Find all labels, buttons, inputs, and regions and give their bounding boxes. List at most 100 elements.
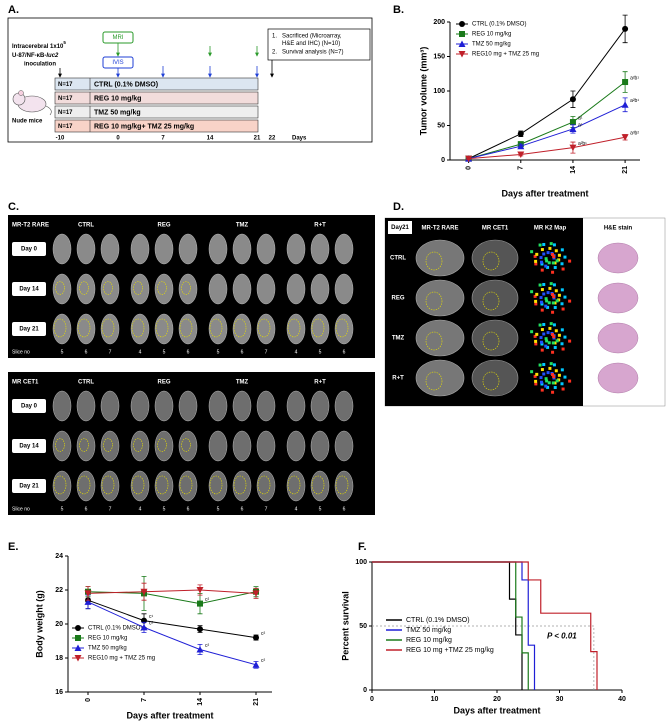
brain-image [178, 273, 198, 305]
x-tick-label: 7 [141, 698, 148, 702]
brain-image [310, 390, 330, 422]
endpoint-box [267, 28, 371, 61]
text: Intracerebral 1x10 [12, 44, 64, 50]
brain-image [232, 273, 252, 305]
k2-speckle [555, 339, 559, 343]
k2-speckle [555, 259, 559, 263]
slice-number: 5 [217, 349, 220, 355]
inoculation-text: inoculation [24, 62, 56, 68]
brain-image [286, 390, 306, 422]
x-tick-label: 0 [370, 696, 374, 703]
point-label: c¹ [149, 614, 154, 620]
brain-image [208, 233, 228, 265]
cet1-image [471, 239, 519, 277]
marker [465, 155, 473, 163]
chart: 0 50 100 0 10 20 30 40 Percent survival Days afte… [340, 559, 626, 716]
brain-image [232, 233, 252, 265]
slice-number: 5 [61, 506, 64, 512]
he-stain [597, 242, 639, 274]
endpoint-text: H&E and IHC) (N=10) [282, 41, 340, 47]
tumor-outline [155, 318, 169, 338]
legend-label: REG 10 mg/kg [88, 636, 127, 642]
k2-speckle [560, 328, 564, 332]
legend-label: REG 10 mg +TMZ 25 mg/kg [406, 647, 494, 654]
brain-image [154, 273, 174, 305]
brain-image [208, 470, 228, 502]
k2-speckle [560, 288, 564, 292]
k2-speckle [542, 362, 546, 366]
endpoint-text: Sacrificed (Microarray, [282, 34, 342, 40]
superscript: 5 [63, 40, 66, 45]
brain-image [208, 430, 228, 462]
k2-speckle [551, 270, 555, 274]
k2-speckle [551, 253, 555, 257]
k2-speckle [542, 282, 546, 286]
k2-speckle [539, 296, 543, 300]
k2-speckle [546, 265, 550, 269]
k2-speckle [535, 292, 539, 296]
k2-speckle [557, 373, 561, 377]
k2-speckle [552, 295, 556, 299]
brain-image [286, 313, 306, 345]
brain-image [286, 273, 306, 305]
brain-image [130, 470, 150, 502]
marker [458, 51, 466, 58]
k2-speckle [561, 347, 565, 351]
he-stain [597, 362, 639, 394]
y-tick-label: 0 [363, 687, 367, 694]
day-label: Day 0 [21, 404, 38, 410]
y-tick-label: 22 [55, 587, 63, 594]
k2-speckle [542, 292, 546, 296]
k2-speckle [544, 264, 548, 268]
k2-speckle [533, 294, 537, 298]
k2-speckle [540, 300, 544, 304]
group-header: TMZ [236, 223, 249, 229]
brain-image [76, 233, 96, 265]
protocol-diagram: Intracerebral 1x105 U-87/NF-κB-luc2 inoc… [7, 17, 373, 143]
day-label: Day 14 [19, 287, 39, 293]
tumor-outline [209, 475, 223, 495]
day-box [388, 221, 412, 234]
marker [196, 646, 204, 653]
k2-speckle [530, 290, 534, 294]
marker [253, 634, 259, 641]
panel-label: A. [8, 4, 19, 16]
k2-speckle [548, 286, 552, 290]
brain-image [154, 233, 174, 265]
group-row [54, 91, 259, 105]
k2-speckle [540, 328, 544, 332]
k2-speckle [545, 259, 549, 263]
k2-speckle [557, 293, 561, 297]
k2-speckle [554, 249, 558, 253]
k2-speckle [539, 256, 543, 260]
k2-speckle [530, 370, 534, 374]
slice-number: 6 [343, 506, 346, 512]
group-header: REG [157, 223, 170, 229]
panel-label: E. [8, 541, 18, 553]
y-axis-title: Body weight (g) [34, 590, 44, 658]
tumor-outline [257, 318, 271, 338]
group-header: REG [157, 380, 170, 386]
marker [517, 142, 525, 150]
brain-image [286, 233, 306, 265]
k2-speckle [551, 341, 555, 345]
brain-image [100, 470, 120, 502]
series-line [372, 561, 598, 690]
k2-speckle [554, 329, 558, 333]
k2-speckle [539, 376, 543, 380]
k2-speckle [534, 379, 538, 383]
group-header: CTRL [78, 223, 94, 229]
cet1-image [471, 319, 519, 357]
slice-label: Slice no [12, 506, 30, 512]
tumor-outline [425, 331, 443, 351]
day-label: 0 [116, 136, 120, 142]
k2-speckle [534, 339, 538, 343]
brain-image [178, 313, 198, 345]
marker [459, 21, 465, 27]
day-label: Day 0 [21, 247, 38, 253]
slice-number: 6 [241, 349, 244, 355]
brain-image [52, 233, 72, 265]
k2-speckle [549, 242, 553, 246]
brain-image [76, 273, 96, 305]
